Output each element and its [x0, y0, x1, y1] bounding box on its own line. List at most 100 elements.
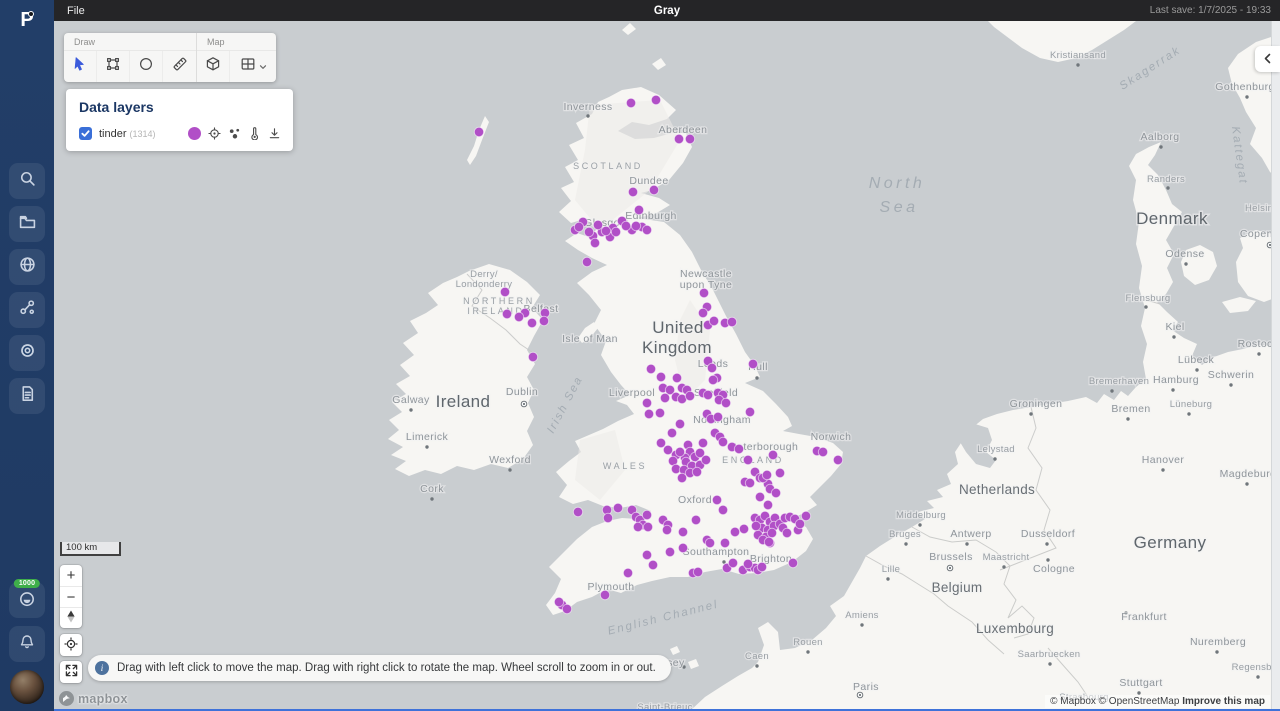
map-point[interactable]	[643, 408, 655, 420]
map-point[interactable]	[600, 225, 612, 237]
map-point[interactable]	[674, 418, 686, 430]
sidebar-item-api[interactable]	[9, 292, 45, 328]
fullscreen-button[interactable]	[60, 661, 82, 683]
map-point[interactable]	[677, 526, 689, 538]
map-point[interactable]	[742, 454, 754, 466]
map-point[interactable]	[744, 477, 756, 489]
map-point[interactable]	[572, 506, 584, 518]
map-point[interactable]	[664, 546, 676, 558]
map-point[interactable]	[684, 133, 696, 145]
map-point[interactable]	[832, 454, 844, 466]
map-point[interactable]	[706, 362, 718, 374]
map-point[interactable]	[627, 186, 639, 198]
map-point[interactable]	[726, 316, 738, 328]
map-point[interactable]	[648, 184, 660, 196]
map-point[interactable]	[738, 523, 750, 535]
map-point[interactable]	[655, 437, 667, 449]
map-point[interactable]	[573, 221, 585, 233]
map-point[interactable]	[742, 558, 754, 570]
map-point[interactable]	[712, 411, 724, 423]
map-point[interactable]	[756, 561, 768, 573]
document-title[interactable]: Gray	[653, 4, 681, 17]
map-point[interactable]	[673, 133, 685, 145]
zoom-to-layer-button[interactable]	[208, 127, 221, 140]
map-3d-button[interactable]	[197, 51, 230, 82]
map-point[interactable]	[599, 589, 611, 601]
map-point[interactable]	[763, 536, 775, 548]
map-point[interactable]	[717, 504, 729, 516]
map-point[interactable]	[677, 542, 689, 554]
map-point[interactable]	[610, 226, 622, 238]
zoom-out-button[interactable]: −	[60, 586, 82, 607]
map-point[interactable]	[704, 537, 716, 549]
sidebar-item-search[interactable]	[9, 163, 45, 199]
improve-map-link[interactable]: Improve this map	[1182, 696, 1265, 707]
map-point[interactable]	[664, 384, 676, 396]
map-point[interactable]	[754, 491, 766, 503]
circle-tool-button[interactable]	[130, 51, 163, 82]
map-point[interactable]	[526, 317, 538, 329]
map-point[interactable]	[592, 219, 604, 231]
map-point[interactable]	[641, 549, 653, 561]
map-point[interactable]	[666, 427, 678, 439]
map-point[interactable]	[661, 524, 673, 536]
map-point[interactable]	[761, 469, 773, 481]
map-point[interactable]	[602, 512, 614, 524]
map-point[interactable]	[692, 566, 704, 578]
sidebar-item-globe[interactable]	[9, 249, 45, 285]
map-point[interactable]	[698, 287, 710, 299]
zoom-in-button[interactable]: +	[60, 565, 82, 586]
map-point[interactable]	[702, 389, 714, 401]
map-point[interactable]	[632, 521, 644, 533]
map-point[interactable]	[727, 557, 739, 569]
map-point[interactable]	[744, 406, 756, 418]
map-point[interactable]	[770, 487, 782, 499]
map-point[interactable]	[527, 351, 539, 363]
geolocate-button[interactable]	[60, 634, 82, 656]
map-point[interactable]	[729, 526, 741, 538]
sidebar-item-disc[interactable]	[9, 335, 45, 371]
layer-name[interactable]: tinder	[99, 127, 127, 140]
map-point[interactable]	[787, 557, 799, 569]
map-point[interactable]	[654, 407, 666, 419]
map-point[interactable]	[583, 226, 595, 238]
map-point[interactable]	[641, 397, 653, 409]
map-point[interactable]	[538, 315, 550, 327]
map-point[interactable]	[642, 521, 654, 533]
map-point[interactable]	[700, 454, 712, 466]
sidebar-item-files[interactable]	[9, 206, 45, 242]
map-point[interactable]	[674, 446, 686, 458]
measure-tool-button[interactable]	[163, 51, 196, 82]
map-point[interactable]	[659, 392, 671, 404]
map-point[interactable]	[717, 436, 729, 448]
map-point[interactable]	[633, 204, 645, 216]
layer-visibility-checkbox[interactable]	[79, 127, 92, 140]
map-point[interactable]	[800, 510, 812, 522]
placemark-logo[interactable]: P	[20, 8, 34, 31]
map-point[interactable]	[711, 494, 723, 506]
mapbox-logo[interactable]: mapbox	[59, 691, 128, 706]
map-point[interactable]	[655, 371, 667, 383]
map-point[interactable]	[630, 220, 642, 232]
map-style-button[interactable]	[230, 51, 276, 82]
map-point[interactable]	[817, 446, 829, 458]
map-point[interactable]	[767, 449, 779, 461]
map-point[interactable]	[691, 466, 703, 478]
map-point[interactable]	[641, 509, 653, 521]
map-point[interactable]	[694, 447, 706, 459]
file-menu[interactable]: File	[67, 4, 85, 17]
map-point[interactable]	[662, 444, 674, 456]
map-point[interactable]	[697, 307, 709, 319]
map-point[interactable]	[762, 499, 774, 511]
map-point[interactable]	[589, 237, 601, 249]
user-avatar[interactable]	[10, 670, 44, 704]
compass-button[interactable]	[60, 607, 82, 628]
map-point[interactable]	[641, 224, 653, 236]
map-point[interactable]	[581, 256, 593, 268]
map-point[interactable]	[612, 502, 624, 514]
map-point[interactable]	[645, 363, 657, 375]
map-point[interactable]	[620, 220, 632, 232]
map-point[interactable]	[794, 518, 806, 530]
map-point[interactable]	[684, 390, 696, 402]
map-point[interactable]	[650, 94, 662, 106]
